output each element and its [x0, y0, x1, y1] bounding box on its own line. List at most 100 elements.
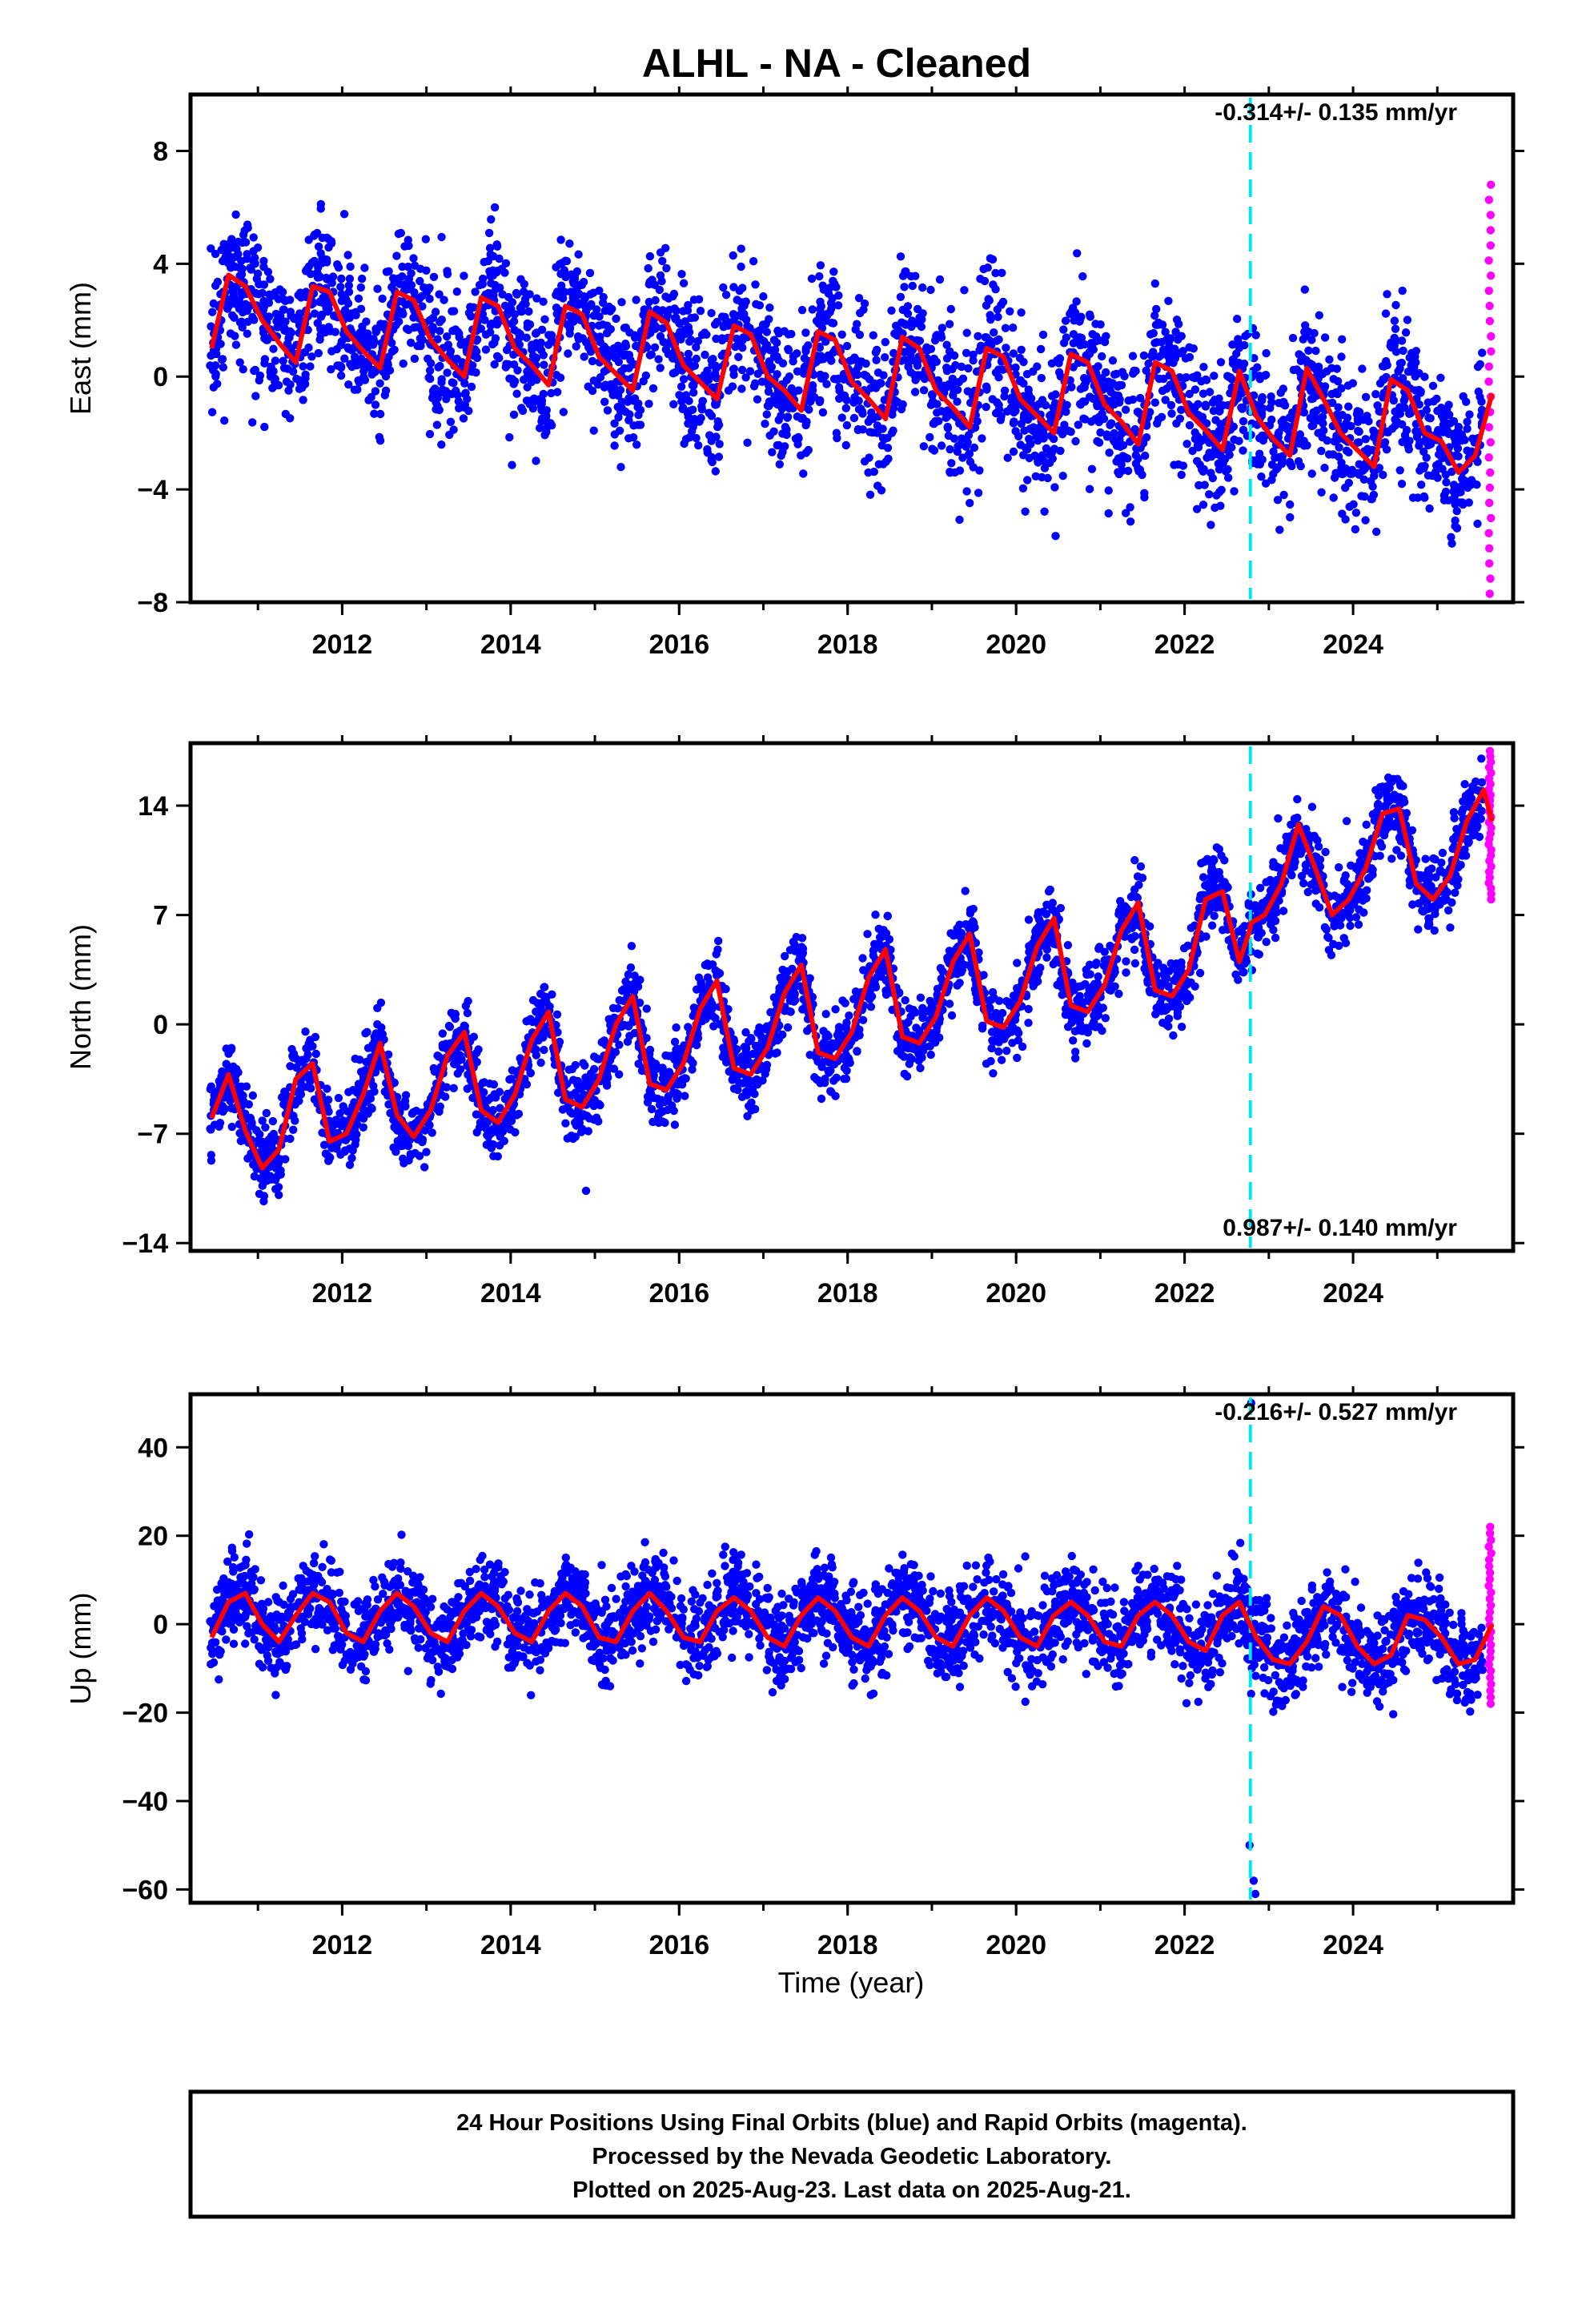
east-final-point — [277, 320, 286, 329]
east-final-point — [1122, 509, 1130, 517]
east-final-point — [1036, 427, 1045, 436]
east-final-point — [1299, 335, 1307, 344]
east-final-point — [1397, 336, 1407, 345]
east-final-point — [434, 363, 443, 372]
east-final-point — [522, 333, 531, 342]
north-final-point — [1231, 970, 1240, 979]
east-final-point — [1069, 304, 1078, 312]
east-final-point — [1341, 483, 1350, 493]
east-final-point — [1001, 324, 1010, 332]
east-final-point — [255, 279, 264, 289]
east-final-point — [435, 290, 444, 299]
east-final-point — [741, 373, 750, 382]
east-final-point — [570, 275, 580, 283]
east-final-point — [356, 283, 365, 292]
east-final-point — [1216, 358, 1226, 367]
east-final-point — [1391, 348, 1401, 356]
east-final-point — [1331, 388, 1341, 397]
east-final-point — [382, 267, 391, 276]
north-final-point — [781, 951, 789, 961]
east-final-point — [218, 355, 227, 364]
east-final-point — [762, 410, 771, 419]
east-final-point — [1473, 519, 1482, 529]
east-final-point — [982, 403, 990, 412]
east-final-point — [1463, 417, 1472, 426]
east-final-point — [629, 421, 638, 430]
east-final-point — [1199, 501, 1208, 509]
east-final-point — [834, 383, 844, 392]
east-final-point — [344, 287, 354, 296]
east-final-point — [443, 368, 452, 377]
east-final-point — [421, 235, 430, 243]
east-final-point — [1043, 473, 1052, 483]
north-final-point — [376, 998, 386, 1007]
east-final-point — [1363, 412, 1371, 420]
east-final-point — [749, 257, 758, 266]
east-final-point — [1140, 489, 1149, 497]
east-final-point — [1239, 416, 1248, 426]
east-final-point — [211, 249, 220, 259]
east-final-point — [701, 350, 709, 360]
east-final-point — [1367, 495, 1376, 504]
east-final-point — [535, 395, 544, 404]
east-final-point — [945, 320, 954, 328]
east-final-point — [1009, 447, 1018, 456]
east-final-point — [662, 263, 671, 273]
east-final-point — [833, 375, 842, 384]
east-final-point — [616, 463, 625, 472]
east-final-point — [523, 383, 532, 392]
east-final-point — [926, 432, 934, 442]
east-final-point — [596, 372, 605, 382]
east-final-point — [313, 273, 323, 282]
north-final-point — [323, 1084, 331, 1093]
east-final-point — [1342, 419, 1351, 428]
east-final-point — [1363, 444, 1372, 453]
north-final-point — [1438, 848, 1447, 858]
east-rapid-point — [1484, 453, 1493, 462]
east-final-point — [1121, 405, 1130, 414]
east-final-point — [681, 391, 691, 400]
east-final-point — [975, 466, 984, 475]
east-final-point — [539, 351, 548, 360]
east-final-point — [1273, 496, 1283, 505]
east-final-point — [1002, 344, 1010, 352]
east-final-point — [331, 328, 339, 336]
east-final-point — [765, 304, 774, 312]
east-final-point — [1117, 459, 1126, 468]
east-final-point — [1014, 432, 1023, 440]
east-final-point — [1255, 449, 1264, 458]
east-final-point — [926, 285, 935, 295]
east-final-point — [636, 405, 645, 415]
east-final-point — [231, 300, 240, 308]
east-final-point — [962, 487, 971, 496]
east-final-point — [1200, 480, 1209, 489]
east-final-point — [1312, 406, 1321, 415]
east-final-point — [774, 416, 783, 424]
east-final-point — [237, 317, 246, 326]
east-final-point — [1415, 466, 1424, 475]
east-final-point — [1199, 467, 1208, 476]
east-final-point — [437, 375, 446, 384]
east-final-point — [1049, 403, 1058, 412]
east-final-point — [816, 261, 825, 270]
east-final-point — [737, 244, 745, 253]
east-final-point — [1437, 411, 1447, 420]
east-final-point — [485, 243, 495, 252]
east-final-point — [1255, 434, 1264, 443]
east-final-point — [1317, 488, 1326, 497]
east-final-point — [1258, 396, 1267, 405]
east-final-point — [753, 329, 763, 338]
east-final-point — [860, 457, 869, 466]
east-final-point — [1118, 466, 1126, 475]
east-final-point — [296, 293, 306, 302]
east-x-tick-label: 2022 — [1154, 629, 1215, 660]
north-final-point — [1296, 850, 1305, 858]
east-final-point — [299, 362, 307, 371]
east-final-point — [657, 277, 666, 286]
east-final-point — [1007, 393, 1017, 402]
east-final-point — [1342, 446, 1351, 455]
east-final-point — [692, 354, 701, 364]
east-final-point — [1361, 392, 1371, 401]
east-x-tick-label: 2016 — [648, 629, 709, 660]
east-final-point — [572, 342, 580, 351]
